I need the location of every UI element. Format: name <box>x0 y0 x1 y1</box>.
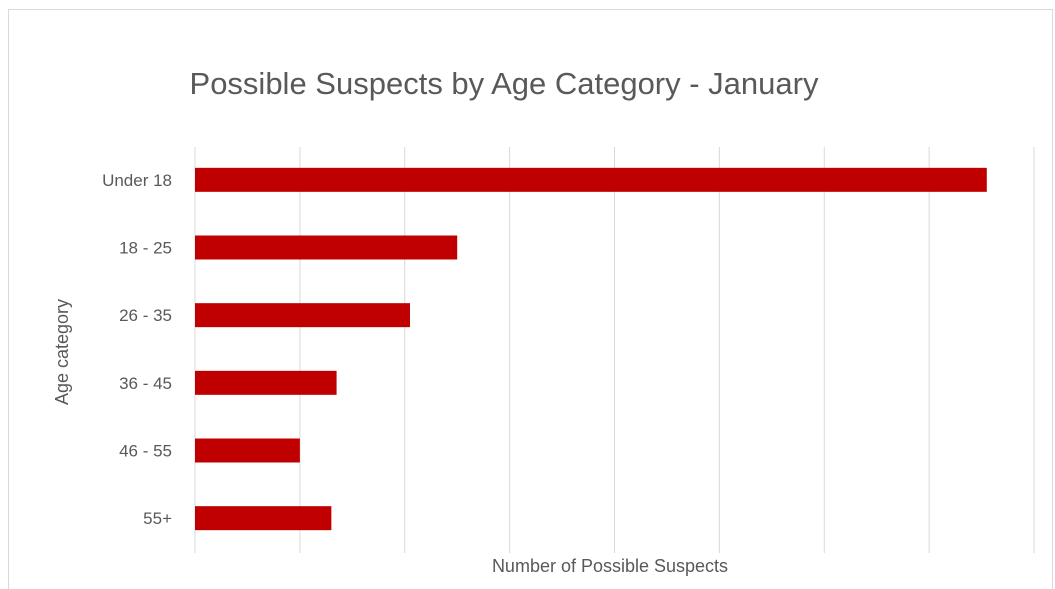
category-label: 46 - 55 <box>119 442 172 461</box>
bar <box>195 303 410 328</box>
x-axis-title: Number of Possible Suspects <box>492 556 728 576</box>
bar <box>195 167 987 192</box>
gridlines <box>194 147 1035 553</box>
bar <box>195 370 337 395</box>
y-axis-title: Age category <box>52 299 72 405</box>
bar <box>195 438 300 463</box>
bar <box>195 235 458 260</box>
chart-title: Possible Suspects by Age Category - Janu… <box>189 66 819 101</box>
category-label: 55+ <box>143 509 172 528</box>
category-labels: Under 18 18 - 25 26 - 35 36 - 45 46 - 55 55+ <box>102 171 172 528</box>
category-label: Under 18 <box>102 171 172 190</box>
category-label: 26 - 35 <box>119 306 172 325</box>
chart-frame <box>8 9 1053 589</box>
bar <box>195 506 332 531</box>
category-label: 36 - 45 <box>119 374 172 393</box>
category-label: 18 - 25 <box>119 239 172 258</box>
bars <box>195 167 987 531</box>
